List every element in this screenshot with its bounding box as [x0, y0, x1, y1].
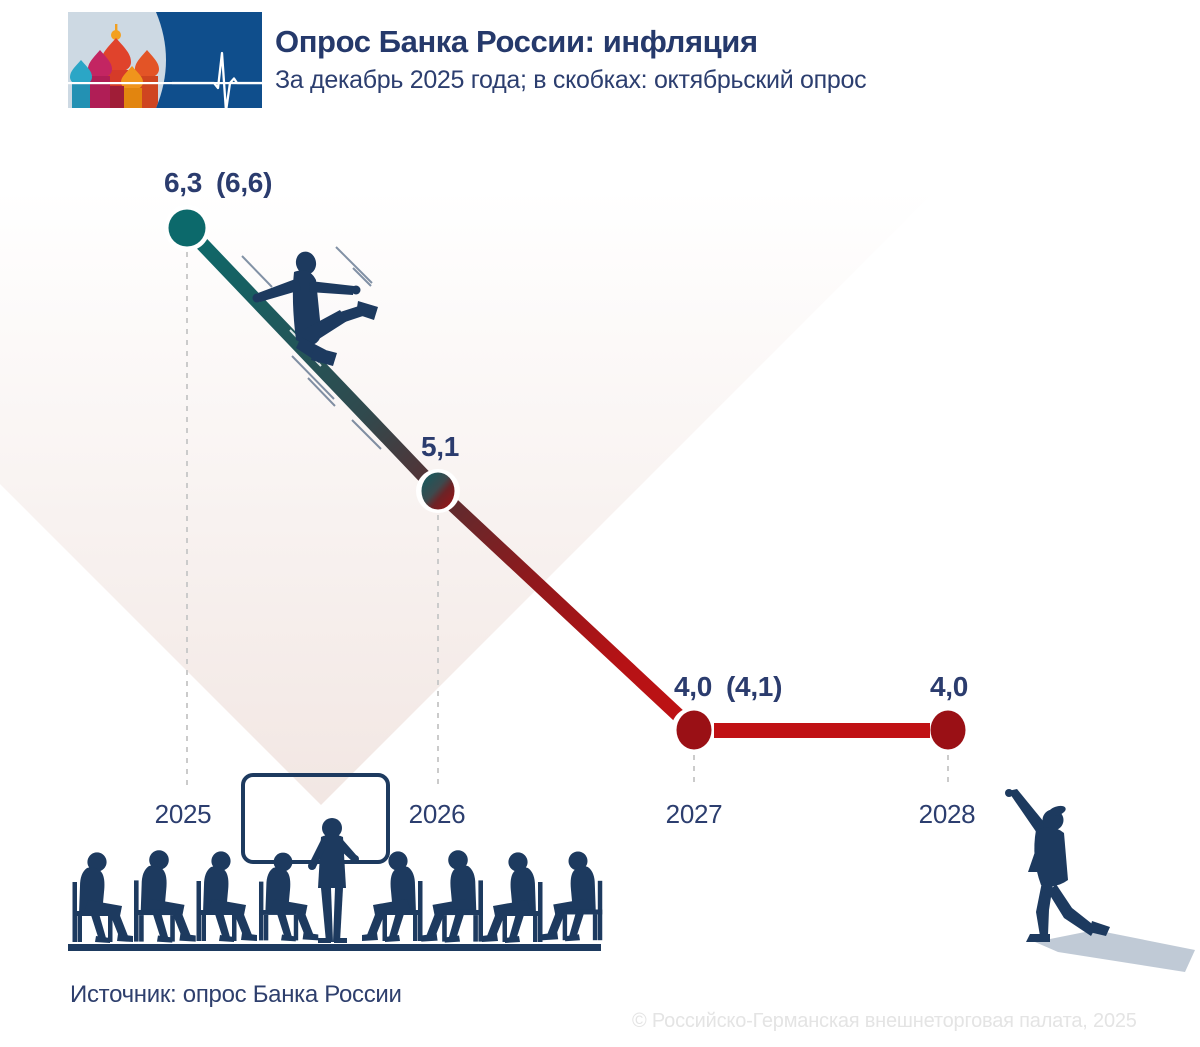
- prior-value-2027: (4,1): [726, 671, 783, 702]
- value-2027: 4,0: [674, 671, 713, 702]
- x-axis-label-2026: 2026: [408, 799, 466, 829]
- source-note: Источник: опрос Банка России: [70, 981, 402, 1008]
- prior-value-2025: (6,6): [216, 167, 273, 198]
- flat-segment: [714, 723, 930, 738]
- sliding-person-icon: [252, 251, 378, 366]
- page-subtitle: За декабрь 2025 года; в скобках: октябрь…: [275, 65, 867, 94]
- x-axis-label-2025: 2025: [154, 799, 212, 829]
- header: Опрос Банка России: инфляция За декабрь …: [275, 24, 867, 95]
- audience-icon: [68, 850, 603, 951]
- copyright-watermark: © Российско-Германская внешнеторговая па…: [632, 1010, 1137, 1032]
- presenter-icon: [308, 818, 359, 943]
- value-label-2025: 6,3 (6,6): [164, 167, 272, 199]
- data-points: [164, 205, 971, 753]
- pointing-person-icon: [1005, 789, 1110, 942]
- value-2025: 6,3: [164, 167, 203, 198]
- value-label-2027: 4,0 (4,1): [674, 671, 782, 703]
- logo: [68, 12, 262, 108]
- x-axis-label-2028: 2028: [918, 799, 976, 829]
- leader-lines: [186, 252, 949, 788]
- value-2026: 5,1: [420, 431, 460, 462]
- value-label-2028: 4,0: [930, 671, 968, 703]
- value-label-2026: 5,1: [421, 431, 459, 463]
- pointing-person-shadow: [1035, 930, 1195, 972]
- speed-lines: [241, 246, 382, 450]
- data-point-2028: [930, 710, 966, 750]
- floor-line: [68, 944, 601, 951]
- ekg-icon: [172, 51, 262, 108]
- data-point-2027: [676, 710, 712, 750]
- data-point-2026: [421, 472, 455, 510]
- logo-horizon-line: [68, 82, 262, 85]
- page-title: Опрос Банка России: инфляция: [275, 24, 758, 59]
- x-axis-label-2027: 2027: [665, 799, 723, 829]
- value-2028: 4,0: [929, 671, 969, 702]
- projector-beam: [0, 150, 976, 805]
- data-point-2025: [168, 209, 206, 247]
